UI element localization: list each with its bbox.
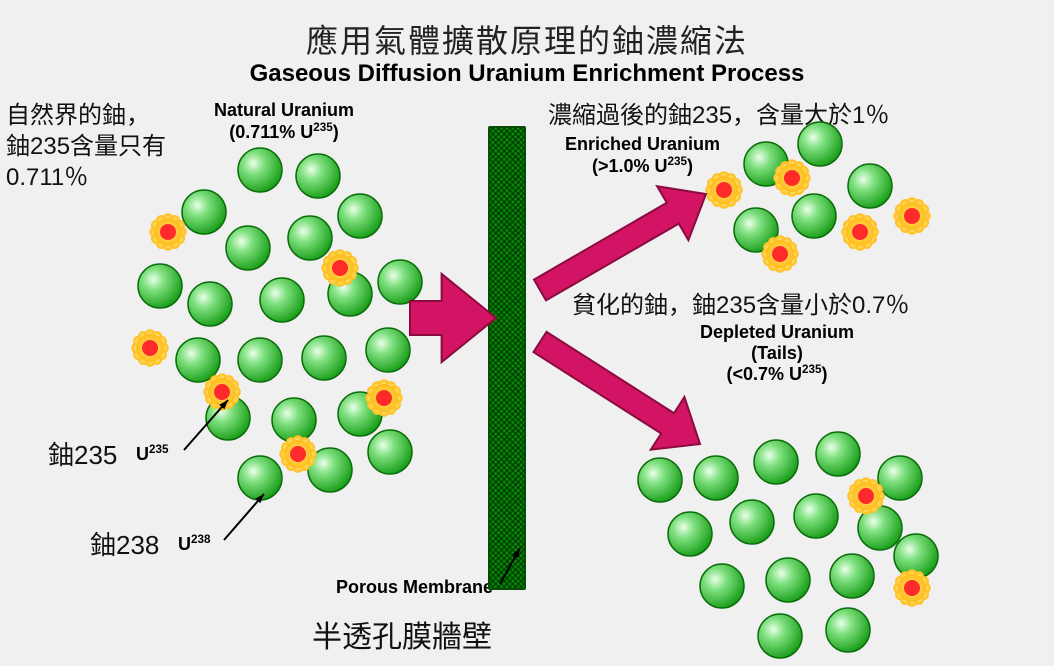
u238-atom-icon	[296, 154, 340, 198]
u238-atom-icon	[238, 148, 282, 192]
u238-atom-icon	[338, 194, 382, 238]
u238-atom-icon	[792, 194, 836, 238]
u235-atom-icon	[841, 213, 878, 250]
u238-atom-icon	[226, 226, 270, 270]
u235-atom-icon	[131, 329, 168, 366]
u238-atom-icon	[288, 216, 332, 260]
u238-atom-icon	[766, 558, 810, 602]
u238-atom-icon	[754, 440, 798, 484]
u238-atom-icon	[378, 260, 422, 304]
u238-atom-icon	[176, 338, 220, 382]
u235-atom-icon	[149, 213, 186, 250]
u238-atom-icon	[700, 564, 744, 608]
u238-atom-icon	[366, 328, 410, 372]
feed-arrow-icon	[410, 274, 496, 362]
u235-atom-icon	[893, 197, 930, 234]
u238-atom-icon	[730, 500, 774, 544]
u238-atom-icon	[238, 456, 282, 500]
u238-atom-icon	[238, 338, 282, 382]
u238-atom-icon	[188, 282, 232, 326]
u235-atom-icon	[705, 171, 742, 208]
u238-atom-icon	[272, 398, 316, 442]
enriched-arrow-icon	[534, 186, 706, 300]
u238-atom-icon	[694, 456, 738, 500]
u238-atom-icon	[878, 456, 922, 500]
u238-atom-icon	[830, 554, 874, 598]
u238-atom-icon	[758, 614, 802, 658]
u238-atom-icon	[302, 336, 346, 380]
diagram-svg	[0, 0, 1054, 666]
u238-atom-icon	[182, 190, 226, 234]
u238-atom-icon	[798, 122, 842, 166]
u238-atom-icon	[368, 430, 412, 474]
membrane-pointer-icon-head	[512, 548, 520, 558]
u238-atom-icon	[794, 494, 838, 538]
u238-atom-icon	[260, 278, 304, 322]
u238-atom-icon	[826, 608, 870, 652]
u238-atom-icon	[138, 264, 182, 308]
depleted-arrow-icon	[534, 332, 701, 450]
u238-atom-icon	[668, 512, 712, 556]
u238-atom-icon	[816, 432, 860, 476]
u238-atom-icon	[848, 164, 892, 208]
u238-atom-icon	[638, 458, 682, 502]
